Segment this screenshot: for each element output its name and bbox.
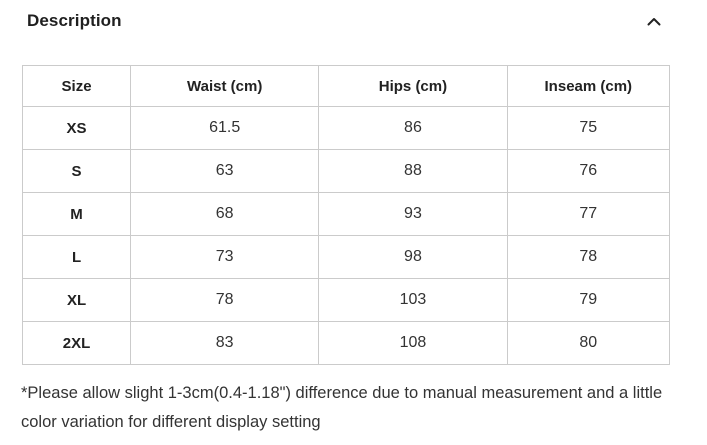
- column-header-waist: Waist (cm): [130, 65, 320, 107]
- size-label: 2XL: [21, 321, 132, 365]
- column-header-size: Size: [21, 65, 132, 107]
- table-row: 2XL 83 108 80: [21, 321, 671, 365]
- table-row: S 63 88 76: [21, 149, 671, 193]
- size-label: L: [21, 235, 132, 279]
- measurement-note: *Please allow slight 1-3cm(0.4-1.18") di…: [21, 384, 663, 431]
- section-title: Description: [27, 11, 122, 30]
- size-label: XS: [21, 106, 132, 150]
- waist-value: 73: [130, 235, 320, 279]
- inseam-value: 80: [506, 321, 671, 365]
- size-label: XL: [21, 278, 132, 322]
- hips-value: 98: [318, 235, 508, 279]
- table-header-row: Size Waist (cm) Hips (cm) Inseam (cm): [21, 65, 671, 107]
- size-chart-table: Size Waist (cm) Hips (cm) Inseam (cm) XS…: [21, 65, 671, 365]
- hips-value: 93: [318, 192, 508, 236]
- inseam-value: 78: [506, 235, 671, 279]
- table-row: XS 61.5 86 75: [21, 106, 671, 150]
- waist-value: 68: [130, 192, 320, 236]
- column-header-hips: Hips (cm): [318, 65, 508, 107]
- hips-value: 108: [318, 321, 508, 365]
- hips-value: 86: [318, 106, 508, 150]
- hips-value: 103: [318, 278, 508, 322]
- description-section-toggle[interactable]: Description: [0, 0, 707, 31]
- waist-value: 63: [130, 149, 320, 193]
- size-label: M: [21, 192, 132, 236]
- hips-value: 88: [318, 149, 508, 193]
- table-row: M 68 93 77: [21, 192, 671, 236]
- table-row: XL 78 103 79: [21, 278, 671, 322]
- column-header-inseam: Inseam (cm): [506, 65, 671, 107]
- waist-value: 61.5: [130, 106, 320, 150]
- chevron-up-icon[interactable]: [646, 13, 662, 29]
- table-row: L 73 98 78: [21, 235, 671, 279]
- waist-value: 78: [130, 278, 320, 322]
- size-label: S: [21, 149, 132, 193]
- inseam-value: 79: [506, 278, 671, 322]
- inseam-value: 76: [506, 149, 671, 193]
- inseam-value: 77: [506, 192, 671, 236]
- waist-value: 83: [130, 321, 320, 365]
- inseam-value: 75: [506, 106, 671, 150]
